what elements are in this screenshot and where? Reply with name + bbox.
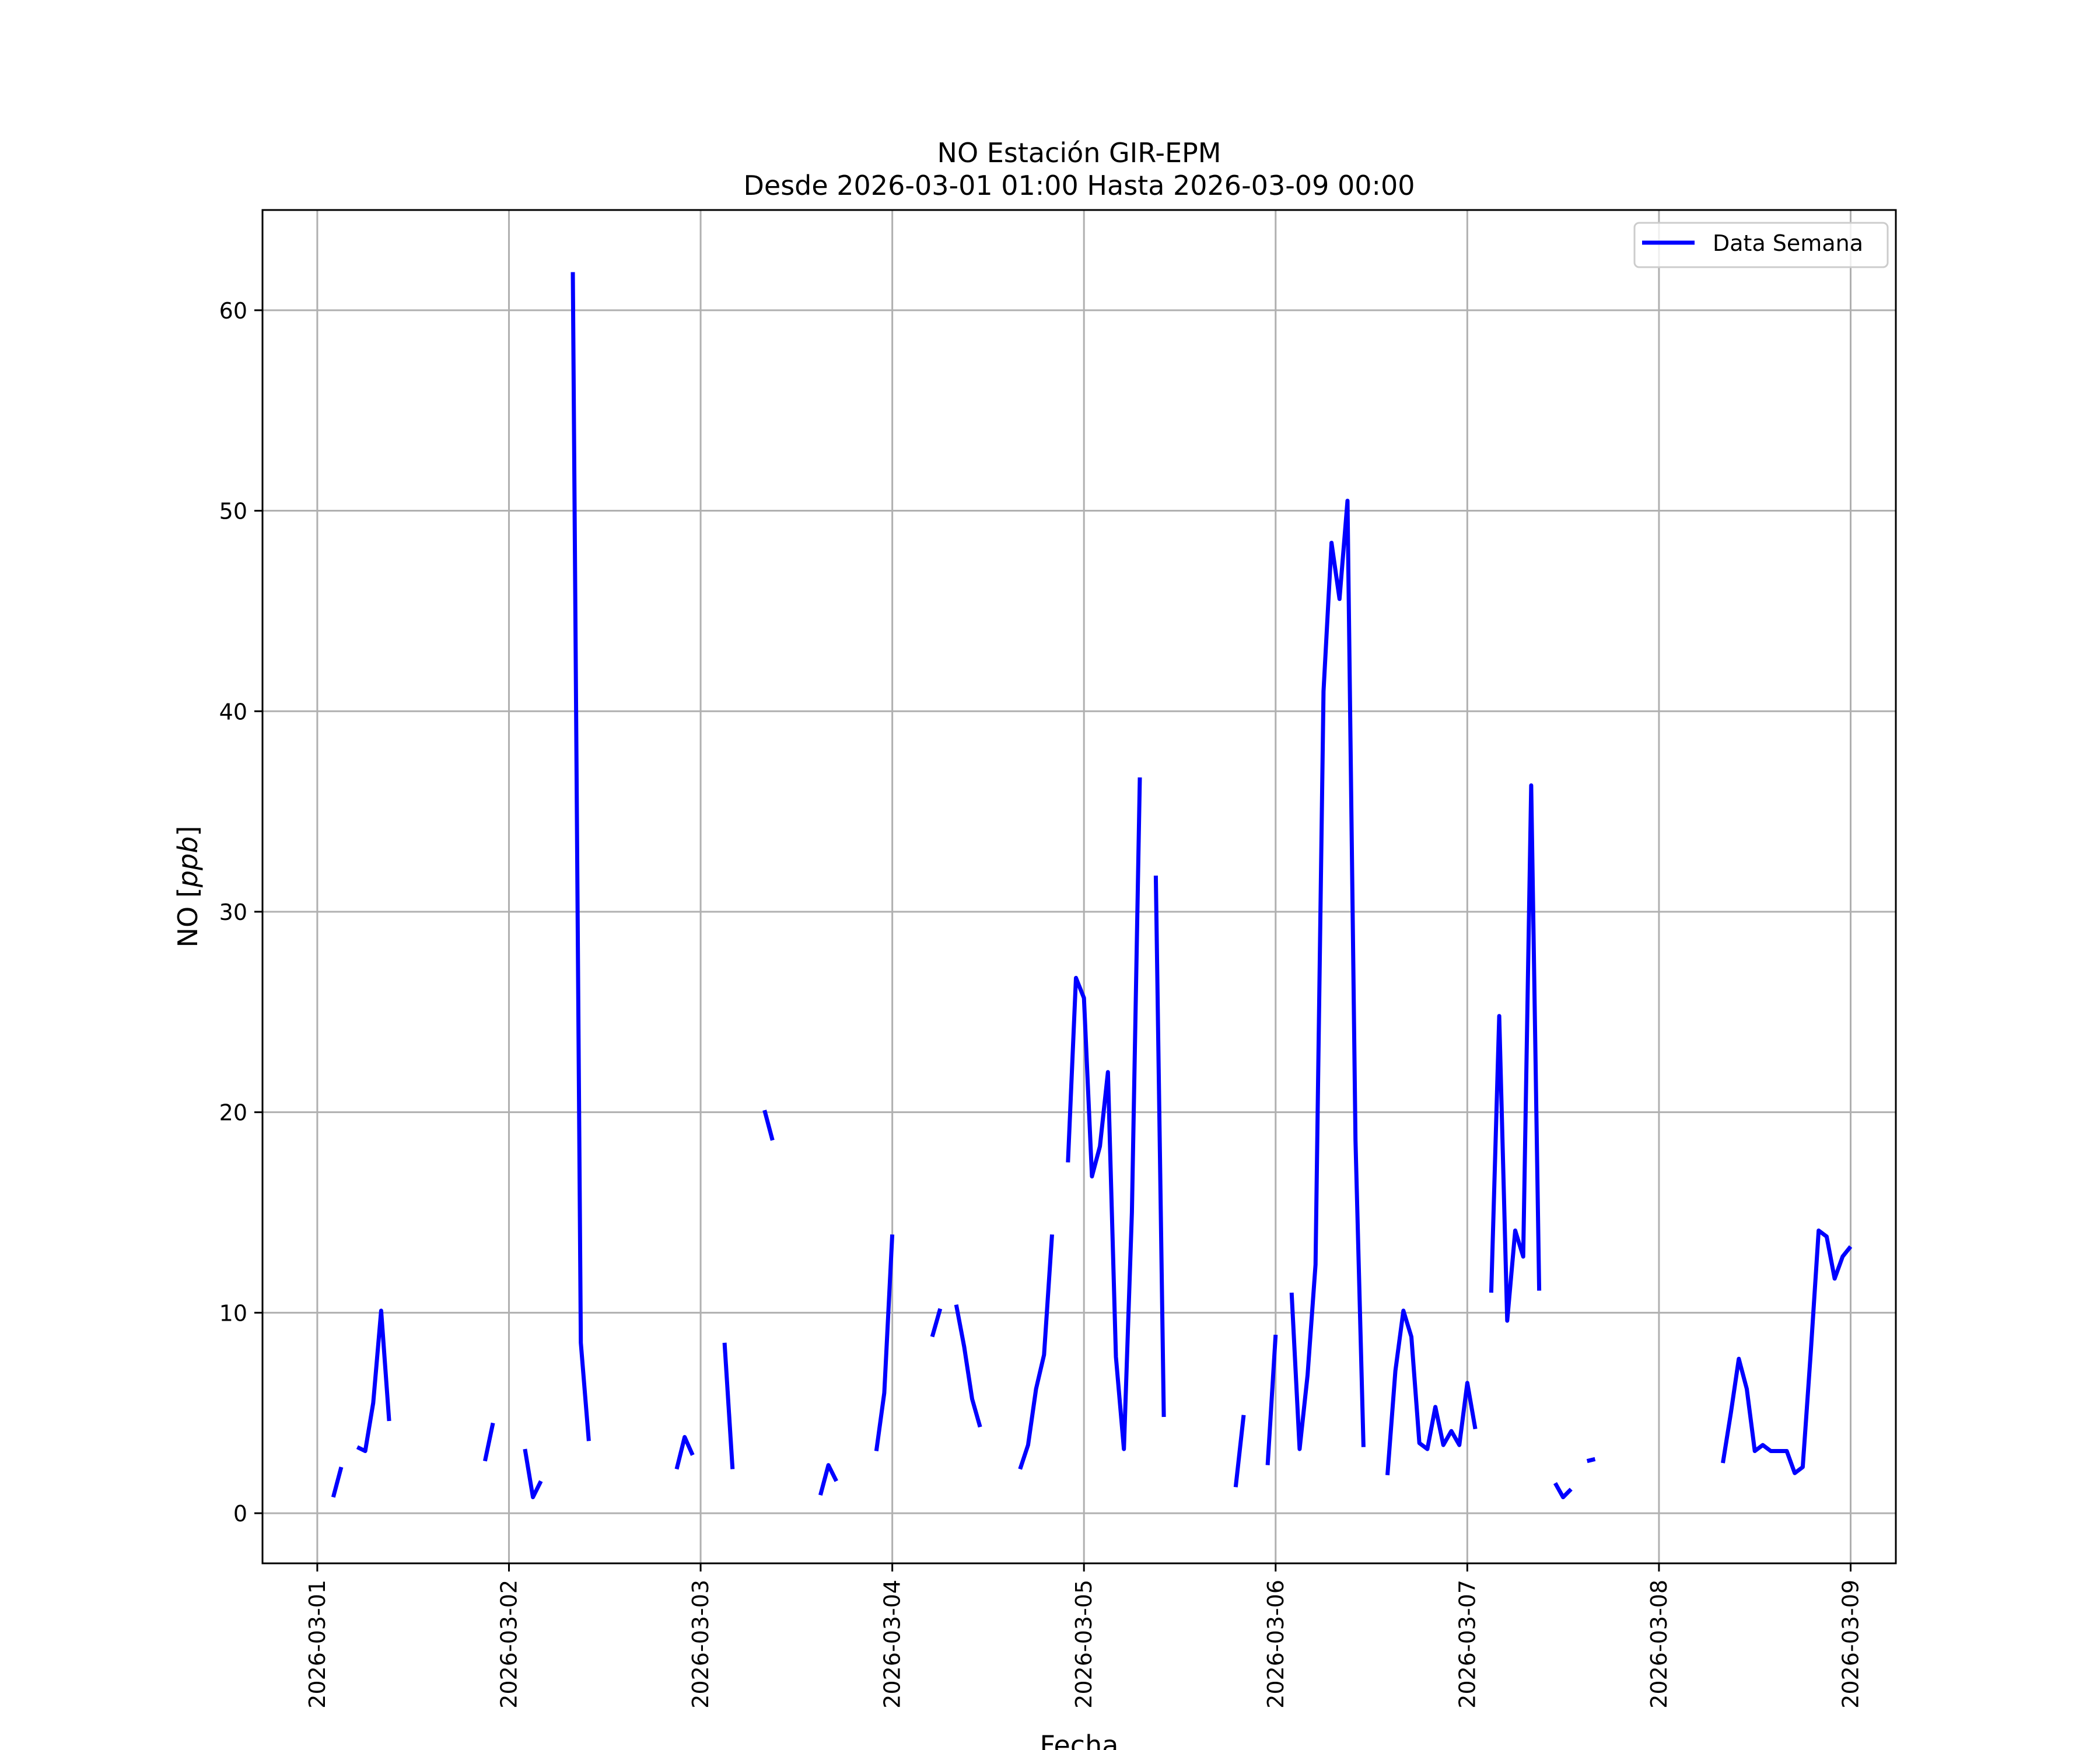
grid	[262, 210, 1896, 1563]
series-segment	[482, 1422, 495, 1462]
series-segment	[1066, 777, 1142, 1451]
series-segment	[818, 1463, 838, 1496]
x-tick-label: 2026-03-06	[1263, 1580, 1289, 1709]
chart-subtitle: Desde 2026-03-01 01:00 Hasta 2026-03-09 …	[743, 170, 1415, 201]
legend-label: Data Semana	[1713, 230, 1863, 256]
x-tick-label: 2026-03-01	[304, 1580, 330, 1709]
y-tick-label: 0	[233, 1501, 247, 1527]
chart-title: NO Estación GIR-EPM	[937, 137, 1222, 169]
series-segment	[874, 1234, 895, 1451]
y-axis-label-unit: ppb	[172, 836, 204, 888]
series-segment	[1018, 1234, 1054, 1470]
series-segment	[1721, 1228, 1853, 1475]
ticks: 0 10 20 30 40 50 60 2026-03-01 2026-03-02 2026-03…	[219, 298, 1864, 1709]
legend: Data Semana	[1633, 222, 1889, 268]
series-segment	[954, 1304, 982, 1428]
y-tick-label: 40	[219, 699, 247, 724]
series-segment	[523, 1448, 543, 1500]
series-segment	[331, 1466, 344, 1498]
y-tick-label: 50	[219, 499, 247, 524]
y-tick-label: 30	[219, 900, 247, 925]
series-segment	[1553, 1482, 1573, 1500]
series-segment	[1289, 498, 1366, 1451]
series-segment	[762, 1110, 775, 1141]
series-segment	[674, 1435, 695, 1470]
series-segment	[930, 1308, 943, 1338]
y-axis-label-suffix: ]	[172, 826, 204, 836]
x-tick-label: 2026-03-02	[496, 1580, 522, 1709]
series-segment	[1489, 783, 1542, 1323]
series-segment	[722, 1342, 735, 1469]
y-axis-label: NO [ppb]	[172, 826, 204, 948]
plot-frame	[261, 209, 1897, 1564]
plot-area	[262, 210, 1896, 1563]
series-segment	[1385, 1308, 1478, 1476]
x-tick-label: 2026-03-04	[880, 1580, 905, 1709]
x-tick-label: 2026-03-05	[1071, 1580, 1097, 1709]
y-tick-label: 10	[219, 1300, 247, 1326]
series-segment	[356, 1308, 391, 1453]
series-segment	[1586, 1457, 1596, 1464]
data-series	[331, 272, 1853, 1500]
x-tick-label: 2026-03-08	[1646, 1580, 1672, 1709]
legend-box	[1633, 222, 1889, 268]
x-tick-label: 2026-03-03	[688, 1580, 713, 1709]
x-axis-label: Fecha	[1040, 1730, 1119, 1750]
series-segment	[570, 272, 591, 1441]
series-segment	[1153, 876, 1166, 1418]
series-segment	[1233, 1415, 1246, 1488]
series-segment	[1265, 1334, 1278, 1465]
x-tick-label: 2026-03-07	[1454, 1580, 1480, 1709]
x-tick-label: 2026-03-09	[1838, 1580, 1864, 1709]
y-tick-label: 60	[219, 298, 247, 324]
y-tick-label: 20	[219, 1100, 247, 1126]
y-axis-label-prefix: NO [	[172, 887, 204, 947]
